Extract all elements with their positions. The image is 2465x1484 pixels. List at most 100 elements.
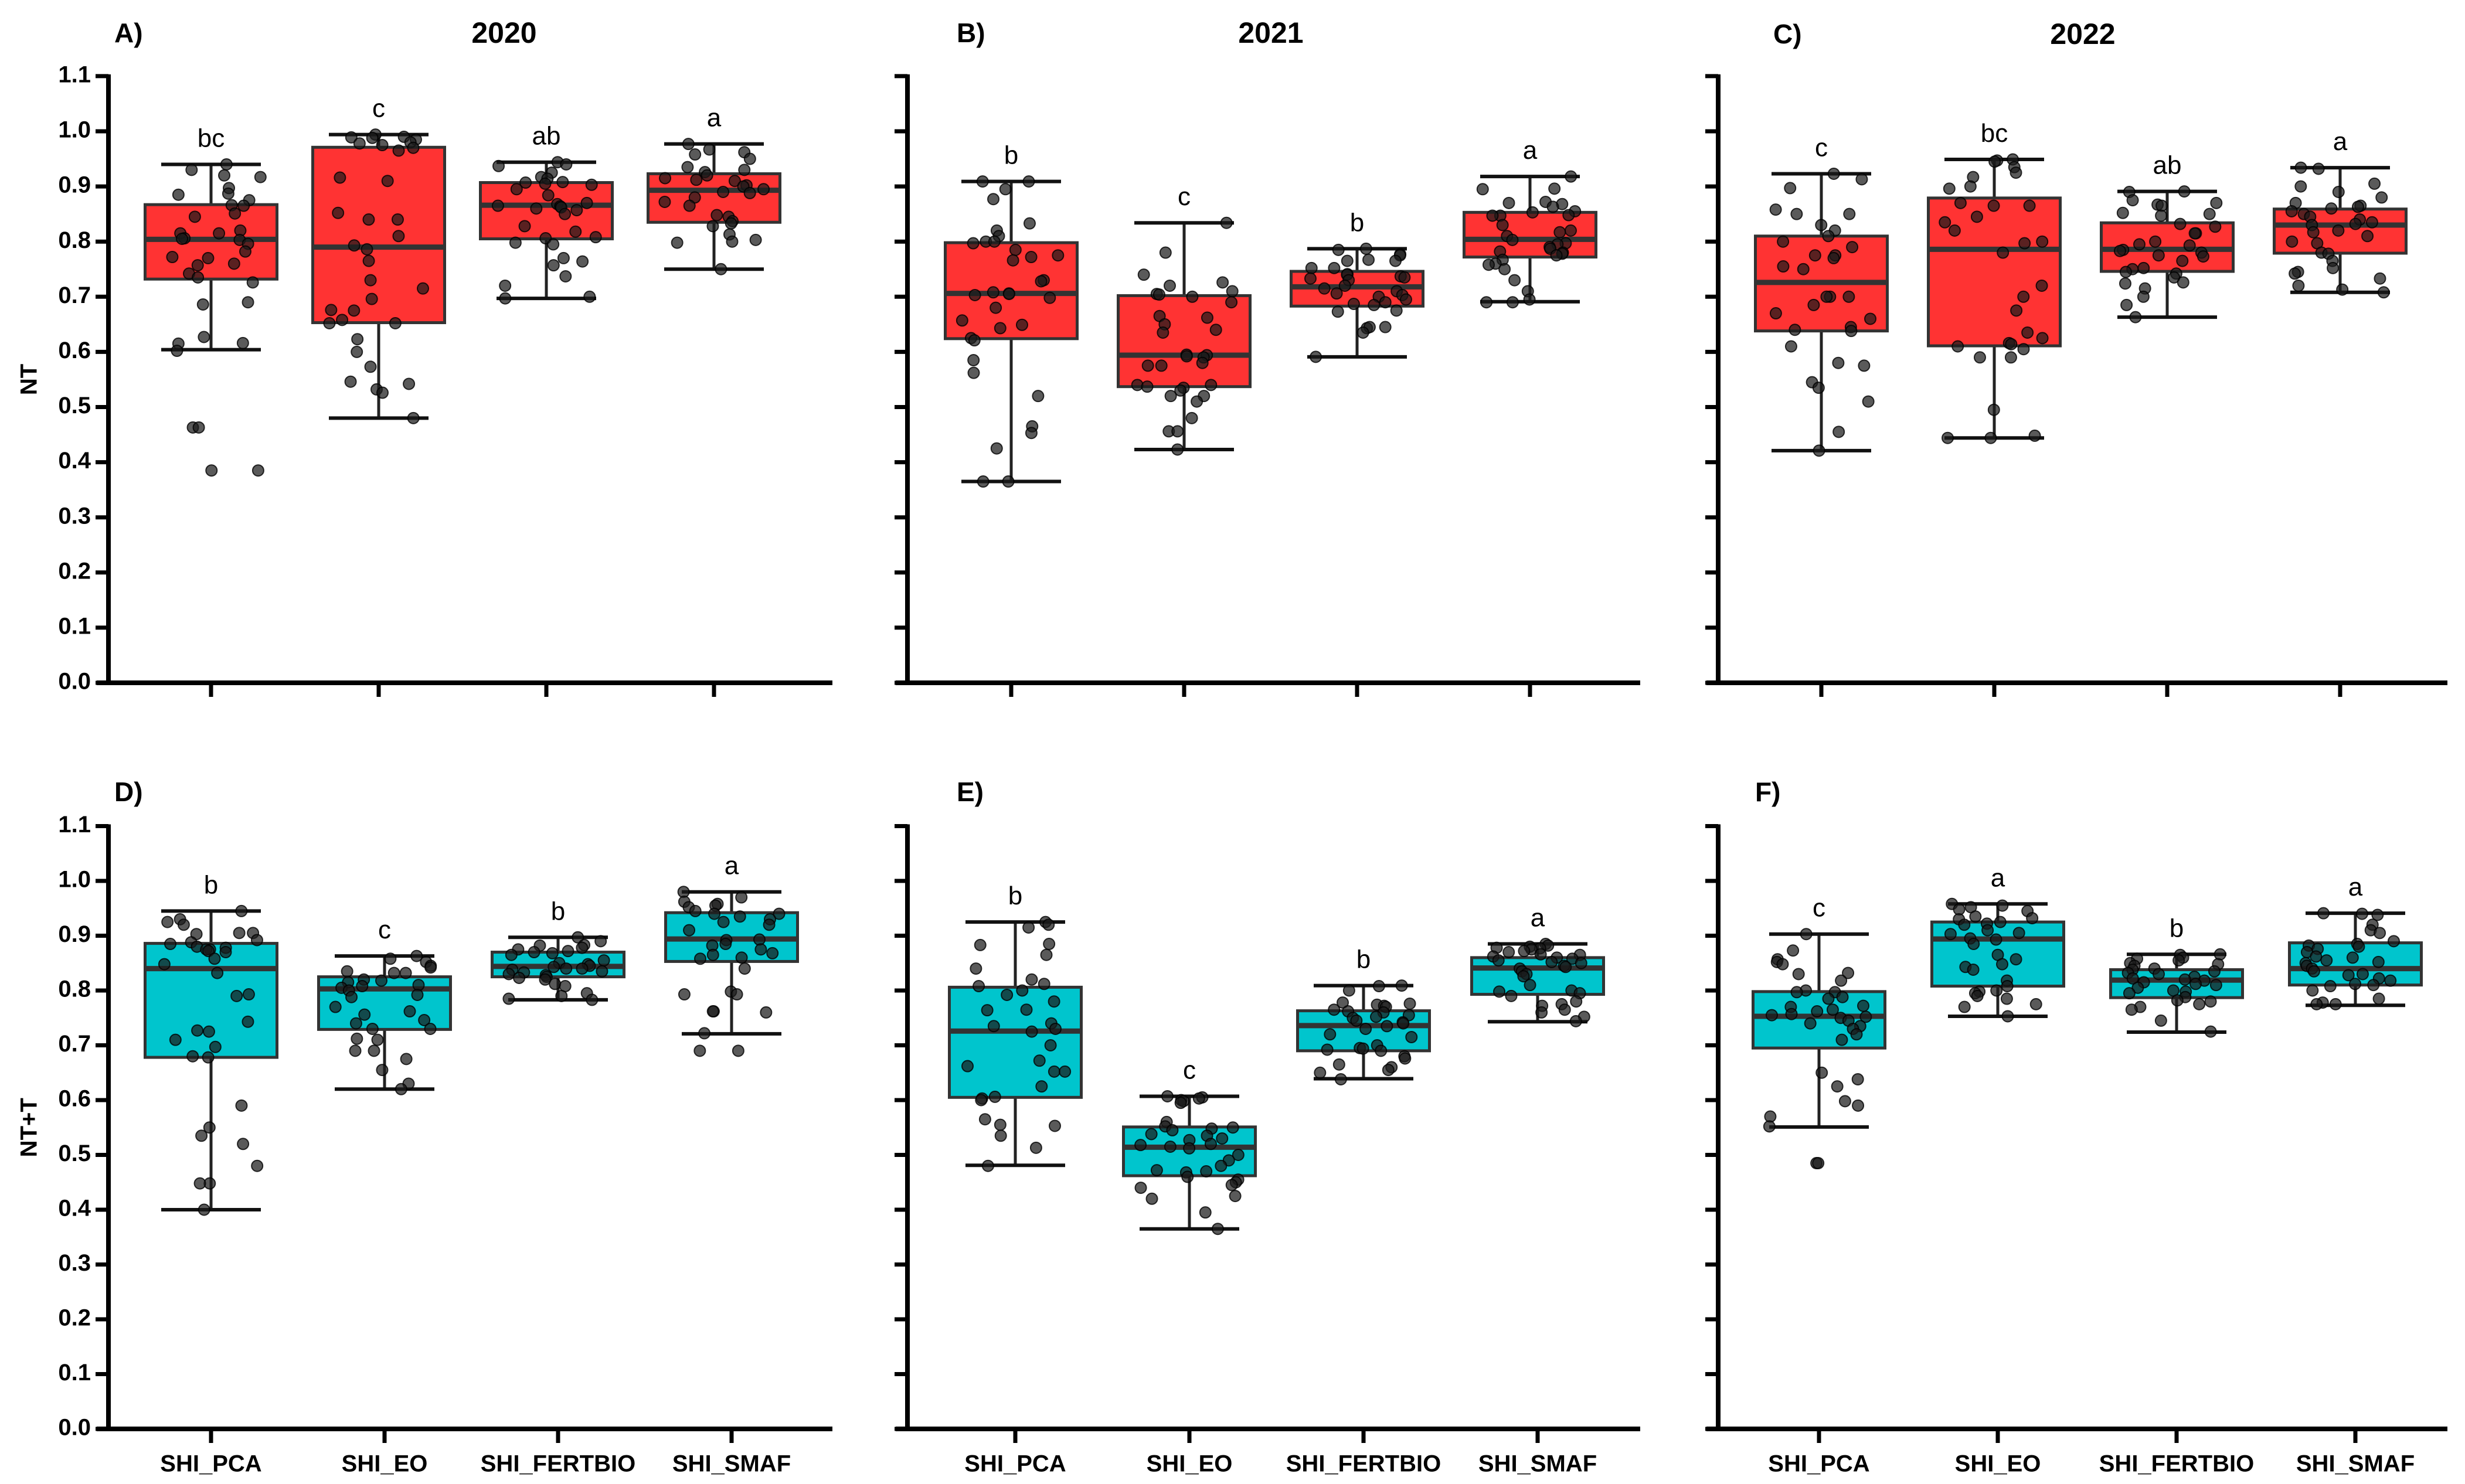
data-point	[1226, 285, 1239, 298]
data-point	[556, 176, 569, 189]
y-axis-label: NT+T	[16, 1098, 42, 1157]
data-point	[1403, 997, 1416, 1010]
panel-label: A)	[114, 18, 143, 48]
data-point	[1765, 1009, 1778, 1022]
data-point	[1020, 1003, 1033, 1016]
box-group-shi-smaf: SHI_SMAF a	[2288, 873, 2423, 1477]
data-point	[1211, 1223, 1224, 1235]
data-point	[1864, 312, 1877, 325]
data-point	[2137, 290, 2150, 303]
box-group-shi-pca: SHI_PCA c	[1752, 894, 1886, 1477]
data-point	[202, 1025, 215, 1038]
data-point	[349, 1044, 362, 1057]
data-point	[1002, 288, 1015, 301]
data-point	[177, 918, 190, 931]
data-point	[202, 251, 215, 264]
data-point	[1523, 293, 1536, 306]
data-point	[1157, 326, 1169, 339]
data-point	[733, 910, 746, 923]
data-point	[549, 978, 562, 991]
data-point	[2356, 968, 2369, 981]
data-point	[569, 225, 582, 238]
data-point	[1850, 1028, 1863, 1041]
data-point	[2005, 338, 2018, 350]
data-point	[407, 411, 420, 424]
data-point	[1318, 282, 1331, 295]
data-point	[1375, 1044, 1388, 1057]
data-point	[576, 941, 589, 954]
data-point	[2171, 994, 2184, 1007]
y-tick-label: 0.7	[58, 282, 91, 308]
data-point	[2349, 217, 2362, 230]
data-point	[1496, 219, 1509, 232]
data-point	[1229, 1190, 1242, 1203]
data-point	[195, 1129, 208, 1142]
data-point	[2208, 965, 2221, 978]
panel-A: A) 2020 0.0 0.1 0.2 0.3 0.4 0.5 0.6 0.7 0.8 0.9 1.0 1…	[16, 16, 832, 697]
data-point	[2010, 953, 2022, 966]
data-point	[1564, 224, 1577, 237]
data-point	[2119, 266, 2132, 278]
data-point	[1161, 1090, 1174, 1102]
data-point	[1134, 1182, 1147, 1194]
data-point	[956, 314, 968, 327]
y-tick-label: 0.9	[58, 921, 91, 947]
data-point	[597, 954, 610, 967]
data-point	[2325, 202, 2338, 215]
data-point	[2126, 972, 2139, 985]
data-point	[2312, 162, 2325, 175]
data-point	[1835, 974, 1848, 987]
data-point	[1044, 1039, 1057, 1051]
data-point	[1969, 910, 1982, 923]
data-point	[499, 279, 512, 292]
data-point	[251, 1159, 264, 1172]
data-point	[994, 322, 1007, 335]
data-point	[694, 952, 707, 965]
data-point	[1016, 984, 1029, 997]
data-point	[1559, 961, 1572, 974]
data-point	[1347, 298, 1360, 311]
data-point	[1480, 296, 1493, 309]
box-group-shi-fertbio: ab	[479, 122, 614, 697]
data-point	[192, 271, 205, 284]
data-point	[1399, 1052, 1412, 1065]
data-point	[773, 907, 786, 920]
data-point	[376, 139, 389, 152]
data-point	[1304, 272, 1317, 285]
data-point	[1141, 380, 1154, 393]
significance-letter: c	[1813, 894, 1825, 923]
data-point	[2374, 927, 2386, 940]
data-point	[371, 1033, 384, 1046]
data-point	[395, 1083, 407, 1095]
data-point	[1835, 1033, 1848, 1046]
data-point	[1232, 1149, 1245, 1161]
data-point	[1813, 444, 1825, 457]
data-point	[970, 962, 982, 975]
data-point	[698, 1027, 711, 1040]
data-point	[977, 475, 990, 488]
panel-title: 2021	[1238, 16, 1303, 49]
data-point	[968, 288, 981, 301]
x-tick-label: SHI_EO	[1147, 1451, 1233, 1477]
data-point	[407, 141, 420, 154]
data-point	[990, 301, 1002, 314]
data-point	[717, 186, 730, 199]
y-tick-label: 0.5	[58, 1141, 91, 1166]
data-point	[1356, 326, 1369, 339]
box-iqr	[1117, 294, 1252, 389]
data-point	[1183, 1142, 1196, 1155]
data-point	[706, 948, 719, 961]
data-point	[1815, 219, 1828, 232]
data-point	[509, 236, 522, 249]
data-point	[172, 188, 185, 201]
data-point	[2153, 968, 2165, 981]
data-point	[560, 158, 573, 171]
data-point	[562, 945, 574, 958]
data-point	[1331, 305, 1344, 318]
data-point	[1506, 296, 1519, 309]
data-point	[1942, 431, 1954, 444]
data-point	[2129, 311, 2142, 324]
data-point	[1964, 180, 1977, 193]
data-point	[1545, 955, 1558, 968]
data-point	[389, 316, 402, 329]
